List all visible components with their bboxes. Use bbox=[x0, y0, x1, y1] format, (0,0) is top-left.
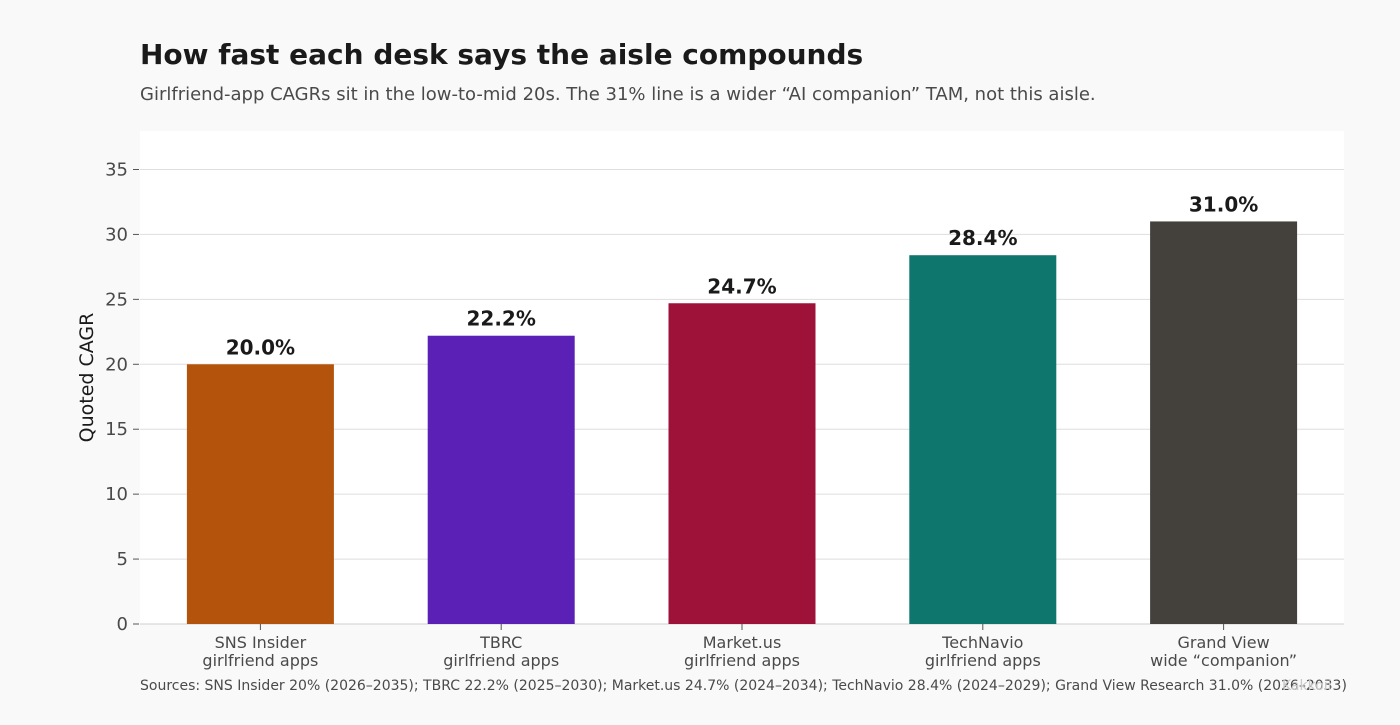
x-tick-label: girlfriend apps bbox=[684, 651, 800, 670]
x-tick-label: Grand View bbox=[1178, 633, 1270, 652]
x-tick-label: wide “companion” bbox=[1150, 651, 1297, 670]
bar-value-label: 20.0% bbox=[226, 335, 295, 359]
x-tick-label: TBRC bbox=[479, 633, 522, 652]
bar bbox=[427, 335, 575, 624]
bar bbox=[186, 364, 334, 624]
y-tick-label: 0 bbox=[117, 614, 128, 635]
x-tick-label: SNS Insider bbox=[215, 633, 307, 652]
y-tick-label: 5 bbox=[117, 549, 128, 570]
bar bbox=[909, 255, 1057, 624]
y-tick-label: 30 bbox=[105, 224, 128, 245]
sources-footnote: Sources: SNS Insider 20% (2026–2035); TB… bbox=[140, 678, 1347, 694]
bar-value-label: 22.2% bbox=[467, 307, 536, 331]
x-tick-label: girlfriend apps bbox=[443, 651, 559, 670]
y-tick-label: 35 bbox=[105, 160, 128, 181]
x-tick-label: girlfriend apps bbox=[925, 651, 1041, 670]
bar bbox=[668, 303, 816, 624]
x-tick-label: TechNavio bbox=[941, 633, 1023, 652]
y-tick-label: 20 bbox=[105, 354, 128, 375]
bar-value-label: 24.7% bbox=[707, 274, 776, 298]
bar-value-label: 31.0% bbox=[1189, 192, 1258, 216]
bar-value-label: 28.4% bbox=[948, 226, 1017, 250]
y-tick-label: 25 bbox=[105, 289, 128, 310]
x-tick-label: Market.us bbox=[703, 633, 782, 652]
y-axis-label: Quoted CAGR bbox=[76, 313, 98, 443]
y-tick-label: 15 bbox=[105, 419, 128, 440]
chart-title: How fast each desk says the aisle compou… bbox=[140, 38, 864, 71]
bar bbox=[1150, 221, 1298, 624]
y-tick-label: 10 bbox=[105, 484, 128, 505]
x-tick-label: girlfriend apps bbox=[202, 651, 318, 670]
watermark: Kakkoii bbox=[1282, 678, 1332, 694]
chart-subtitle: Girlfriend-app CAGRs sit in the low-to-m… bbox=[140, 84, 1096, 105]
